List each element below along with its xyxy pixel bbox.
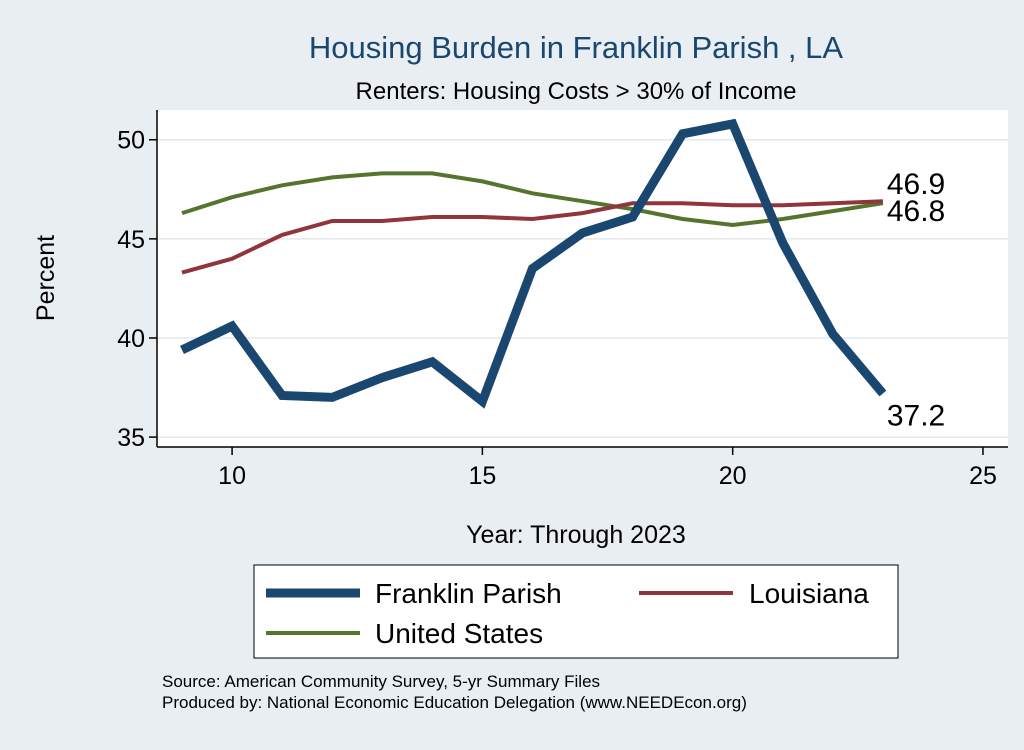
y-tick-label-50: 50 [117, 127, 145, 155]
end-label-united-states: 46.8 [887, 195, 945, 228]
x-axis-label: Year: Through 2023 [466, 521, 686, 549]
x-tick-label-10: 10 [218, 462, 246, 490]
legend-label-louisiana: Louisiana [749, 578, 869, 609]
series-lines [180, 118, 887, 409]
plot-area [157, 110, 1008, 447]
chart-title: Housing Burden in Franklin Parish , LA [309, 30, 843, 65]
legend-box [253, 564, 899, 659]
source-line: Source: American Community Survey, 5-yr … [162, 672, 600, 691]
axes: 35 40 45 50 10 15 20 25 [117, 110, 1008, 490]
produced-by-line: Produced by: National Economic Education… [162, 693, 747, 712]
x-tick-label-20: 20 [719, 462, 747, 490]
legend-label-united-states: United States [375, 618, 543, 649]
chart-subtitle: Renters: Housing Costs > 30% of Income [356, 78, 797, 105]
legend-label-franklin-parish: Franklin Parish [375, 578, 562, 609]
y-tick-label-45: 45 [117, 226, 145, 254]
y-tick-label-35: 35 [117, 424, 145, 452]
legend: Franklin Parish Louisiana United States [253, 564, 899, 659]
x-tick-label-25: 25 [969, 462, 997, 490]
end-label-franklin-parish: 37.2 [887, 399, 945, 432]
x-tick-label-15: 15 [468, 462, 496, 490]
end-label-louisiana: 46.9 [887, 168, 945, 201]
y-axis-label: Percent [32, 235, 60, 321]
y-tick-label-40: 40 [117, 325, 145, 353]
grid-lines [157, 138, 1008, 438]
series-line-franklin-parish [180, 118, 887, 409]
end-labels: 37.2 46.946.8 [887, 168, 945, 432]
series-line-united-states [181, 171, 884, 228]
